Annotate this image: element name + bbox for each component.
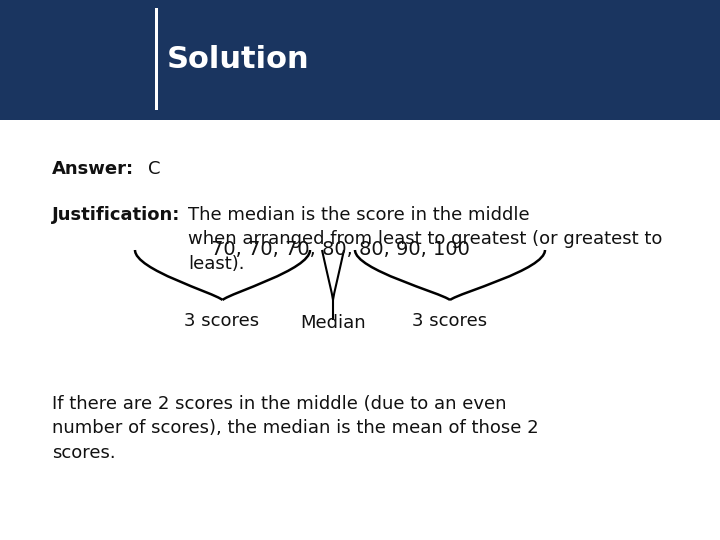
Bar (0, 0, 720, 118)
Text: Median: Median (300, 314, 366, 332)
Text: Justification:: Justification: (52, 206, 181, 224)
Text: Answer:: Answer: (52, 160, 134, 178)
Bar (155, 8, 158, 110)
Text: Solution: Solution (167, 44, 310, 73)
Text: 3 scores: 3 scores (184, 312, 260, 330)
Text: C: C (148, 160, 161, 178)
Bar (0, 117, 720, 120)
Text: 70, 70, 70, 80, 80, 90, 100: 70, 70, 70, 80, 80, 90, 100 (210, 240, 469, 259)
Text: If there are 2 scores in the middle (due to an even
number of scores), the media: If there are 2 scores in the middle (due… (52, 395, 539, 462)
Text: 3 scores: 3 scores (413, 312, 487, 330)
Text: The median is the score in the middle
when arranged from least to greatest (or g: The median is the score in the middle wh… (188, 206, 662, 273)
